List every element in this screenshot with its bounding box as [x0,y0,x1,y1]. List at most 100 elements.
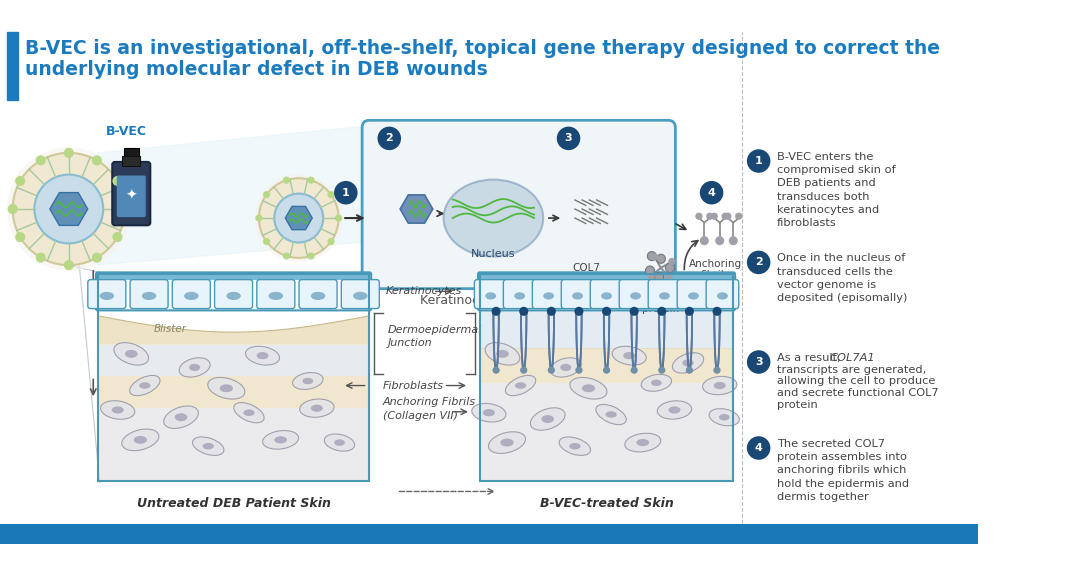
Ellipse shape [203,443,214,449]
Circle shape [700,181,724,204]
Ellipse shape [353,292,367,300]
Ellipse shape [561,364,571,371]
Circle shape [747,436,770,460]
Text: Untreated DEB Patient Skin: Untreated DEB Patient Skin [137,497,330,510]
Circle shape [283,252,291,260]
Ellipse shape [659,292,670,300]
Circle shape [112,232,122,242]
Ellipse shape [485,292,496,300]
Bar [98,345,369,376]
Ellipse shape [606,411,617,418]
Circle shape [648,272,654,280]
Ellipse shape [179,358,211,377]
Ellipse shape [710,409,740,426]
Ellipse shape [483,409,495,416]
Ellipse shape [113,343,149,365]
FancyBboxPatch shape [299,280,337,308]
Ellipse shape [175,413,188,421]
Circle shape [714,367,720,374]
Circle shape [36,155,45,166]
Polygon shape [285,206,312,230]
Circle shape [521,367,527,374]
Circle shape [630,307,638,316]
Text: underlying molecular defect in DEB wounds: underlying molecular defect in DEB wound… [25,59,488,79]
Text: Keratinocytes: Keratinocytes [386,287,462,296]
Ellipse shape [184,292,199,300]
Circle shape [283,176,291,184]
Text: B-VEC enters the
compromised skin of
DEB patients and
transduces both
keratinocy: B-VEC enters the compromised skin of DEB… [777,152,895,228]
FancyBboxPatch shape [117,175,146,217]
Circle shape [576,367,582,374]
Text: B-VEC is an investigational, off-the-shelf, topical gene therapy designed to cor: B-VEC is an investigational, off-the-she… [25,39,941,58]
Circle shape [255,174,342,262]
Ellipse shape [602,292,612,300]
FancyBboxPatch shape [215,280,253,308]
Circle shape [92,252,102,263]
Ellipse shape [472,404,505,422]
Ellipse shape [612,346,646,365]
Circle shape [658,307,666,316]
Bar [480,308,733,349]
Circle shape [120,204,130,214]
Circle shape [15,232,25,242]
Circle shape [255,215,262,222]
Ellipse shape [488,432,526,453]
Ellipse shape [569,443,581,449]
Circle shape [8,204,17,214]
Circle shape [657,254,665,263]
Circle shape [378,127,401,150]
Circle shape [658,367,665,374]
Ellipse shape [100,401,135,419]
Circle shape [548,367,555,374]
Ellipse shape [625,433,661,452]
Circle shape [334,181,357,204]
Bar [98,376,369,408]
Ellipse shape [658,401,691,419]
Text: Dermoepidermal
Junction: Dermoepidermal Junction [388,325,482,348]
Circle shape [631,367,638,374]
Circle shape [725,212,731,220]
Circle shape [15,176,25,186]
Ellipse shape [141,292,157,300]
Ellipse shape [262,431,299,449]
Text: 1: 1 [342,188,350,198]
Ellipse shape [572,292,583,300]
Ellipse shape [293,372,323,389]
Circle shape [654,272,663,282]
Text: COL7
protein: COL7 protein [643,292,679,314]
Ellipse shape [515,382,526,389]
Text: COL7
transcripts: COL7 transcripts [558,263,615,285]
FancyBboxPatch shape [591,280,623,308]
Circle shape [36,252,45,263]
Ellipse shape [311,292,325,300]
Circle shape [259,178,339,258]
Text: 3: 3 [755,357,762,367]
Ellipse shape [122,429,159,451]
Ellipse shape [269,292,283,300]
Text: 2: 2 [755,258,762,267]
Ellipse shape [134,436,147,444]
FancyBboxPatch shape [648,280,680,308]
Ellipse shape [227,292,241,300]
Bar [480,383,733,481]
Ellipse shape [719,414,730,420]
Text: Anchoring Fibrils
(Collagen VII): Anchoring Fibrils (Collagen VII) [383,397,476,420]
Circle shape [262,191,270,198]
Polygon shape [98,126,369,265]
FancyBboxPatch shape [173,280,211,308]
Circle shape [327,238,335,245]
Text: transcripts are generated,: transcripts are generated, [777,365,926,375]
Text: 1: 1 [755,156,762,166]
Ellipse shape [111,407,124,413]
Circle shape [747,350,770,374]
Bar [8,33,18,100]
Circle shape [327,191,335,198]
Ellipse shape [514,292,525,300]
Ellipse shape [683,359,693,367]
Ellipse shape [530,408,565,431]
Circle shape [335,215,342,222]
Circle shape [686,367,693,374]
Ellipse shape [630,292,640,300]
Text: Keratinocyte (or Fibroblast) Cell: Keratinocyte (or Fibroblast) Cell [420,294,618,307]
FancyBboxPatch shape [341,280,379,308]
